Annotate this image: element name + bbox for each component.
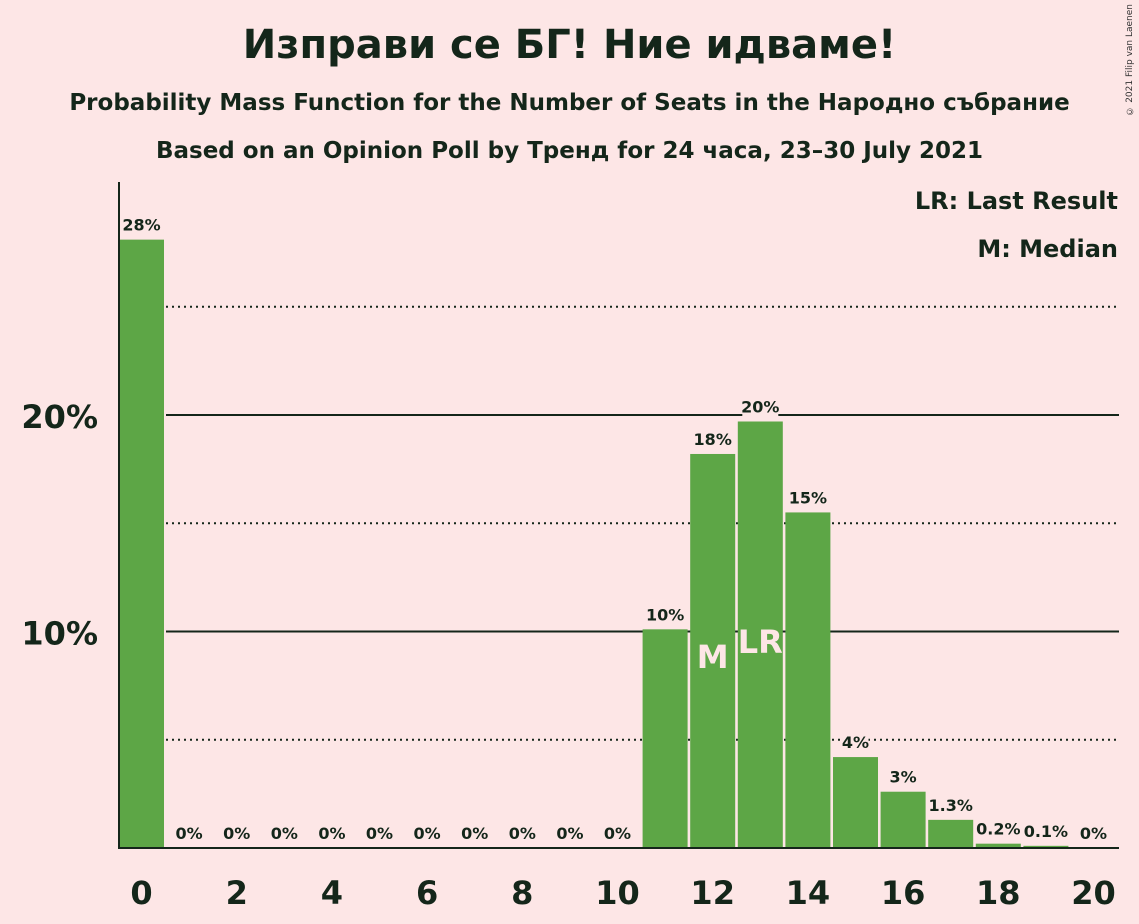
last-result-marker: LR — [738, 623, 783, 661]
bar-label-bg — [414, 820, 441, 844]
bar — [1023, 845, 1069, 848]
bar-value-label: 10% — [646, 605, 684, 624]
bar-value-label: 0% — [271, 824, 298, 843]
bar-label-bg — [556, 820, 583, 844]
bar-label-bg — [1022, 817, 1069, 842]
bar-value-label: 28% — [122, 216, 160, 235]
bar-value-label: 0% — [366, 824, 393, 843]
bar-label-bg — [223, 820, 250, 844]
bar-label-bg — [975, 815, 1022, 840]
y-tick-label: 20% — [21, 398, 98, 436]
chart-title: Изправи се БГ! Ние идваме! — [242, 22, 897, 68]
bar-value-label: 0% — [604, 824, 631, 843]
bar-value-label: 0.1% — [1024, 822, 1068, 841]
x-tick-label: 0 — [130, 874, 152, 912]
bar-label-bg — [123, 211, 160, 236]
bar-label-bg — [176, 820, 203, 844]
bar-value-label: 0% — [318, 824, 345, 843]
bar — [928, 819, 974, 848]
bar-label-bg — [271, 820, 298, 844]
bar-value-label: 0% — [176, 824, 203, 843]
bar — [975, 843, 1021, 848]
bar — [833, 757, 878, 848]
bar-label-bg — [789, 484, 826, 509]
bar-value-label: 15% — [789, 488, 827, 507]
bar — [880, 791, 926, 848]
bar-value-label: 0% — [509, 824, 536, 843]
bar-value-label: 0.2% — [976, 820, 1020, 839]
median-marker: M — [697, 638, 729, 676]
chart-subtitle: Probability Mass Function for the Number… — [69, 90, 1070, 116]
bar-label-bg — [604, 820, 631, 844]
bar-label-bg — [842, 729, 869, 754]
x-tick-label: 6 — [416, 874, 438, 912]
bar-label-bg — [318, 820, 345, 844]
bar-value-label: 3% — [890, 768, 917, 787]
bar — [737, 421, 783, 848]
chart-source-line: Based on an Opinion Poll by Тренд for 24… — [155, 138, 984, 164]
bar-value-label: 0% — [223, 824, 250, 843]
bar-value-label: 20% — [741, 397, 779, 416]
bar-label-bg — [366, 820, 393, 844]
bar-value-label: 1.3% — [929, 796, 973, 815]
legend-median: M: Median — [977, 235, 1118, 263]
x-tick-label: 20 — [1071, 874, 1116, 912]
bar-label-bg — [461, 820, 488, 844]
x-tick-label: 14 — [786, 874, 831, 912]
bar-label-bg — [927, 791, 974, 816]
x-tick-label: 10 — [595, 874, 640, 912]
bar — [690, 453, 736, 848]
x-tick-label: 8 — [511, 874, 533, 912]
x-tick-label: 2 — [226, 874, 248, 912]
bar — [642, 629, 688, 848]
x-tick-label: 16 — [881, 874, 926, 912]
bar-value-label: 4% — [842, 733, 869, 752]
bar-label-bg — [1080, 820, 1107, 844]
y-tick-label: 10% — [21, 615, 98, 653]
bar-label-bg — [890, 763, 917, 788]
bar-label-bg — [694, 425, 731, 450]
bar-value-label: 0% — [461, 824, 488, 843]
bar — [119, 239, 164, 848]
bar — [785, 512, 831, 848]
bar-value-label: 0% — [556, 824, 583, 843]
bar-label-bg — [742, 393, 779, 418]
bar-value-label: 18% — [694, 430, 732, 449]
x-tick-label: 4 — [321, 874, 343, 912]
bar-value-label: 0% — [1080, 824, 1107, 843]
x-tick-label: 12 — [690, 874, 735, 912]
legend-last-result: LR: Last Result — [915, 187, 1118, 215]
bar-label-bg — [509, 820, 536, 844]
bar-label-bg — [647, 601, 684, 626]
bar-value-label: 0% — [414, 824, 441, 843]
x-tick-label: 18 — [976, 874, 1021, 912]
